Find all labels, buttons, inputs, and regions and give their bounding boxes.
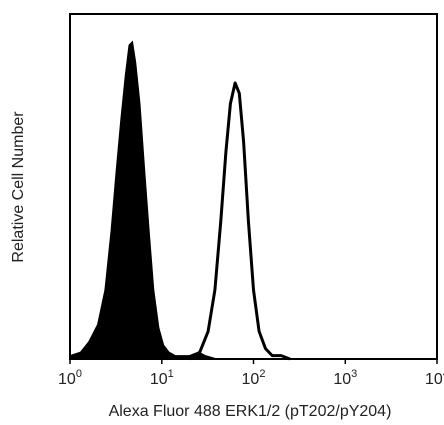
x-tick-label-exponent: 3 xyxy=(351,368,357,380)
x-tick-labels: 100101102103104 xyxy=(58,368,444,388)
x-tick-label: 100 xyxy=(58,368,82,388)
plot-series xyxy=(69,40,291,361)
x-tick-label-base: 10 xyxy=(425,371,443,388)
x-tick-label-base: 10 xyxy=(242,371,260,388)
x-tick-label-exponent: 1 xyxy=(168,368,174,380)
y-axis-label: Relative Cell Number xyxy=(10,111,27,263)
x-tick-label: 104 xyxy=(425,368,444,388)
outline-histogram-series xyxy=(188,81,291,361)
x-tick-label-exponent: 0 xyxy=(76,368,82,380)
x-tick-label: 102 xyxy=(242,368,266,388)
x-tick-label-base: 10 xyxy=(150,371,168,388)
x-tick-marks xyxy=(69,359,438,364)
x-tick-label: 101 xyxy=(150,368,174,388)
x-tick-label-base: 10 xyxy=(58,371,76,388)
x-tick-label-exponent: 2 xyxy=(259,368,265,380)
x-tick-label-base: 10 xyxy=(333,371,351,388)
x-tick-label-exponent: 4 xyxy=(443,368,444,380)
x-axis-label: Alexa Fluor 488 ERK1/2 (pT202/pY204) xyxy=(109,403,392,420)
x-tick-label: 103 xyxy=(333,368,357,388)
filled-histogram-series xyxy=(69,40,218,360)
